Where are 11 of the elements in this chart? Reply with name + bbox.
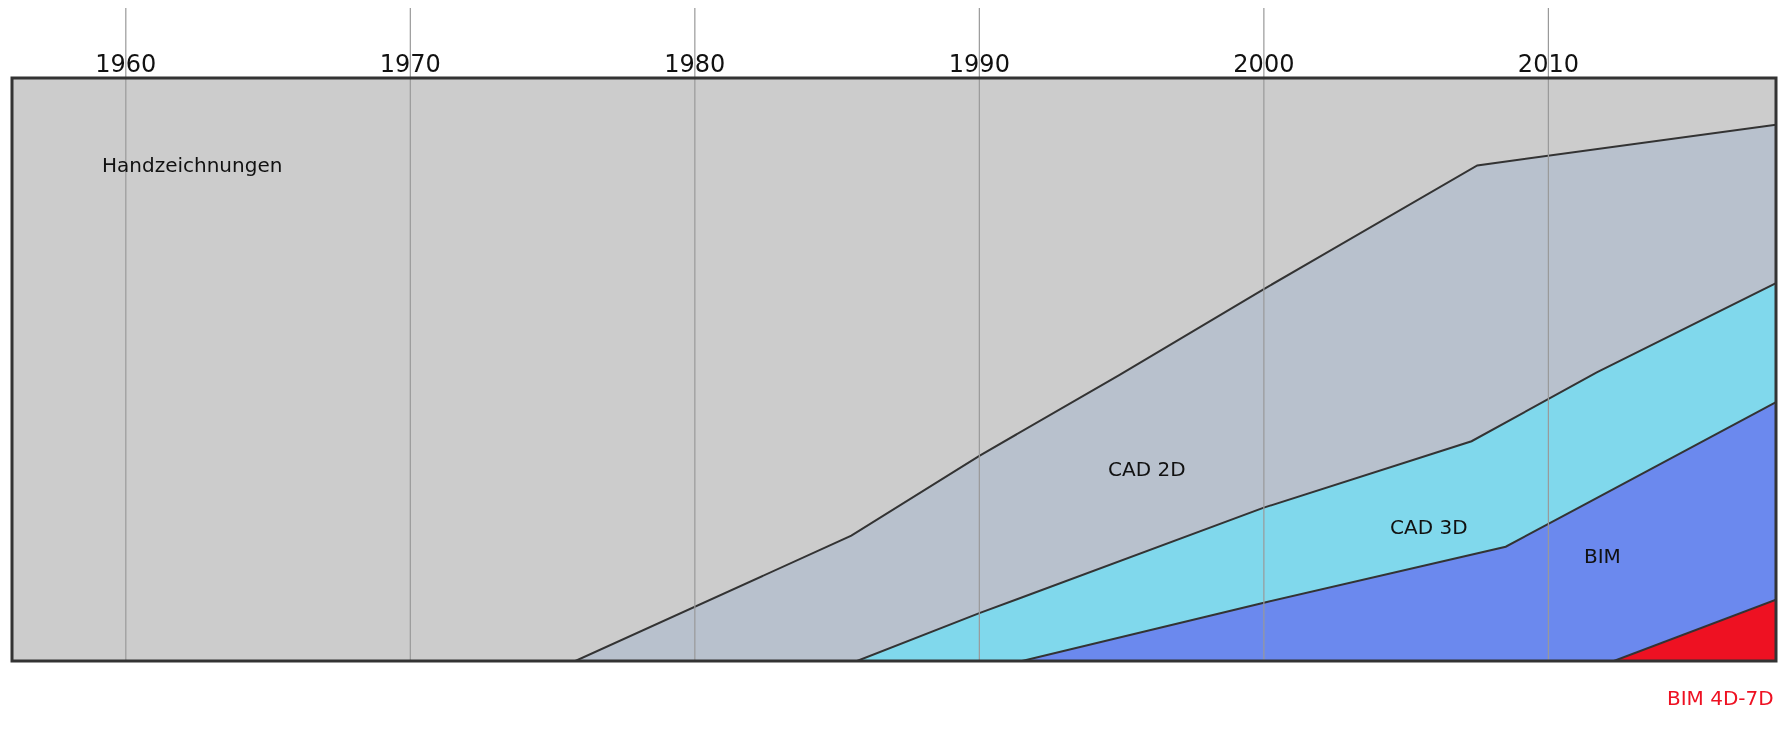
x-tick-label: 1980 xyxy=(664,50,726,79)
x-tick-label: 2000 xyxy=(1233,50,1295,79)
x-tick-label: 1960 xyxy=(95,50,157,79)
series-label: BIM 4D-7D xyxy=(1667,686,1774,710)
series-label: CAD 2D xyxy=(1108,457,1186,481)
x-tick-label: 1970 xyxy=(379,50,441,79)
series-label: CAD 3D xyxy=(1390,515,1468,539)
series-label: BIM xyxy=(1584,544,1621,568)
series-label: Handzeichnungen xyxy=(102,153,283,177)
x-tick-label: 1990 xyxy=(948,50,1010,79)
x-tick-label: 2010 xyxy=(1517,50,1579,79)
